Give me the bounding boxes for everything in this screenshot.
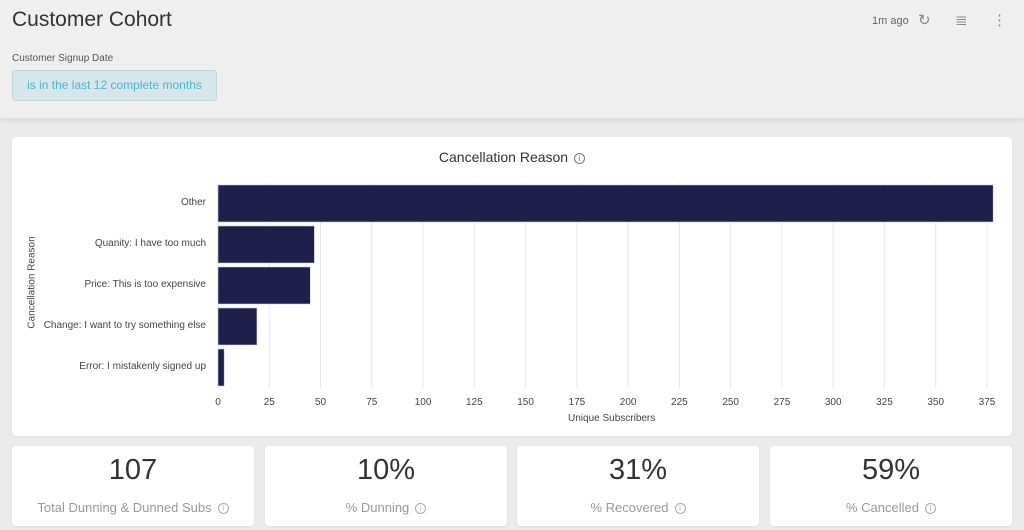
stat-value: 10%: [356, 454, 416, 486]
x-tick-label: 325: [876, 397, 893, 408]
y-category-label: Price: This is too expensive: [84, 278, 206, 290]
page-title: Customer Cohort: [12, 8, 172, 31]
bar[interactable]: [217, 266, 311, 305]
x-tick-label: 375: [978, 397, 996, 408]
y-category-label: Quanity: I have too much: [94, 237, 206, 249]
stat-label-text: % Recovered: [590, 500, 669, 515]
bar[interactable]: [217, 184, 994, 223]
stat-label-text: % Dunning: [345, 500, 410, 515]
stat-value: 31%: [608, 454, 668, 486]
bar[interactable]: [217, 225, 315, 264]
x-tick-label: 225: [671, 397, 688, 408]
stat-value: 59%: [861, 454, 921, 486]
stat-label: % Recovered i: [517, 500, 759, 515]
x-tick-label: 275: [773, 397, 791, 408]
x-tick-label: 50: [314, 397, 327, 408]
cancellation-reason-chart: Cancellation Reason i Cancellation Reason…: [12, 137, 1012, 436]
x-tick-label: 0: [215, 397, 221, 408]
x-tick-label: 300: [824, 397, 842, 408]
x-tick-label: 150: [517, 397, 534, 408]
signup-date-filter[interactable]: is in the last 12 complete months: [12, 70, 217, 101]
chart-title-text: Cancellation Reason: [438, 149, 569, 165]
y-category-label: Error: I mistakenly signed up: [79, 360, 206, 372]
stat-label: Total Dunning & Dunned Subs i: [12, 500, 254, 515]
stat-label-text: % Cancelled: [846, 500, 919, 515]
stat-value: 107: [108, 454, 158, 486]
info-icon[interactable]: i: [217, 503, 229, 515]
chart-plot: [217, 183, 994, 388]
stat-card-recovered: 31% % Recovered i: [517, 446, 759, 526]
stat-card-dunning: 10% % Dunning i: [265, 446, 507, 526]
y-category-label: Change: I want to try something else: [43, 319, 206, 331]
more-vert-icon[interactable]: ⋮: [992, 12, 1007, 29]
x-tick-label: 125: [465, 397, 483, 408]
info-icon[interactable]: i: [574, 152, 586, 164]
x-tick-label: 100: [414, 397, 432, 408]
info-icon[interactable]: i: [415, 503, 427, 515]
x-axis-label: Unique Subscribers: [568, 413, 656, 424]
filter-label: Customer Signup Date: [12, 53, 114, 64]
stat-card-cancelled: 59% % Cancelled i: [770, 446, 1012, 526]
dashboard-header: Customer Cohort 1m ago ↻ ≣ ⋮ Customer Si…: [0, 0, 1024, 119]
filter-icon[interactable]: ≣: [955, 12, 968, 29]
info-icon[interactable]: i: [674, 503, 686, 515]
stat-label: % Dunning i: [265, 500, 507, 515]
chart-title: Cancellation Reason i: [12, 149, 1012, 165]
x-tick-label: 25: [263, 397, 275, 408]
x-tick-label: 175: [568, 397, 586, 408]
bar[interactable]: [217, 307, 258, 346]
x-tick-label: 350: [927, 397, 945, 408]
stat-label: % Cancelled i: [770, 500, 1012, 515]
x-tick-label: 250: [722, 397, 739, 408]
stat-card-total: 107 Total Dunning & Dunned Subs i: [12, 446, 254, 526]
bar[interactable]: [217, 348, 225, 387]
info-icon[interactable]: i: [925, 503, 936, 515]
last-updated: 1m ago: [872, 15, 909, 27]
x-tick-label: 200: [619, 397, 637, 408]
y-category-label: Other: [180, 196, 206, 208]
x-tick-label: 75: [366, 397, 378, 408]
refresh-icon[interactable]: ↻: [918, 12, 931, 29]
stat-label-text: Total Dunning & Dunned Subs: [37, 500, 212, 515]
